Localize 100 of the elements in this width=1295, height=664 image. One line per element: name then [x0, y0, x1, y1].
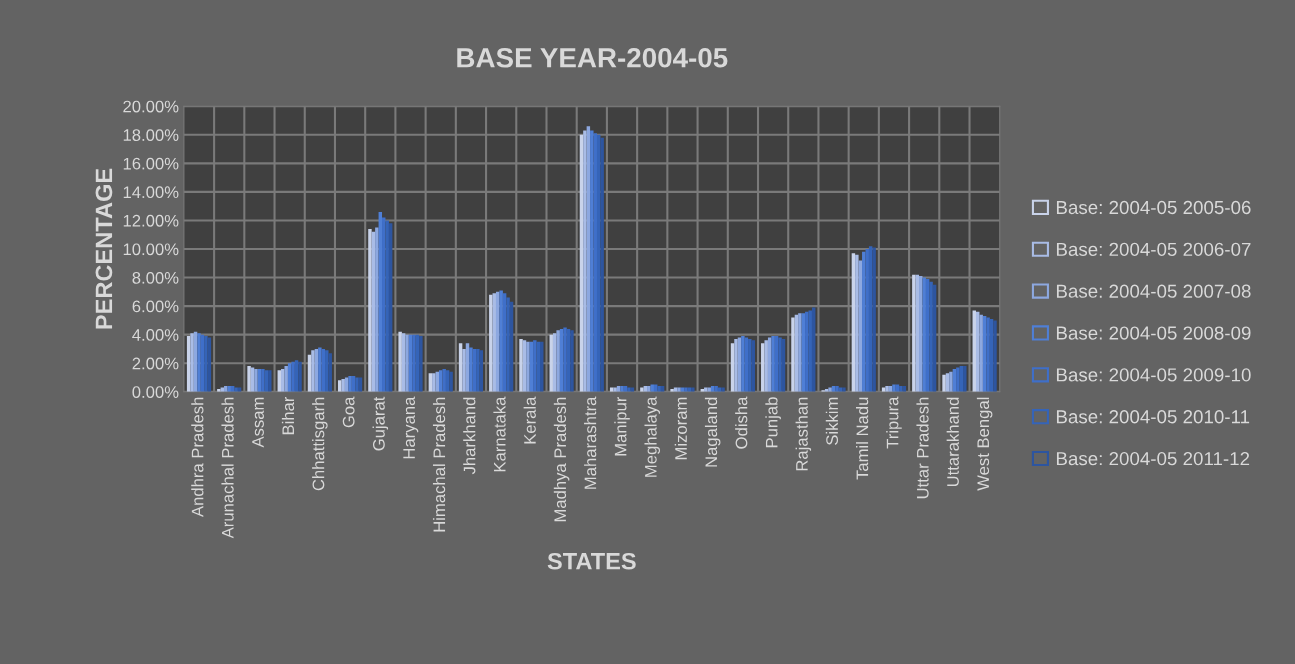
bar: [298, 361, 302, 392]
bar: [741, 336, 745, 392]
x-tick-label: Uttar Pradesh: [916, 397, 929, 499]
x-tick-label: Tripura: [886, 396, 902, 449]
bar: [929, 281, 933, 392]
x-tick-label: Sikkim: [825, 397, 839, 445]
bar: [721, 387, 725, 392]
x-tick-label: Kerala: [523, 396, 536, 444]
bar: [791, 317, 795, 392]
bar: [570, 330, 574, 392]
legend-label: Base: 2004-05 2008-09: [1056, 326, 1251, 340]
bar: [899, 386, 903, 392]
x-tick-label: Himachal Pradesh: [432, 397, 446, 532]
bar: [375, 227, 379, 392]
bar: [556, 330, 560, 392]
bar: [348, 376, 352, 392]
bar: [778, 337, 782, 392]
bar: [620, 386, 624, 392]
bar: [942, 374, 946, 392]
bar: [798, 313, 802, 392]
bar: [318, 347, 322, 392]
y-tick-label: 0.00%: [132, 386, 179, 398]
bar: [872, 247, 876, 392]
x-tick-label: Nagaland: [704, 397, 721, 467]
x-tick-label: West Bengal: [976, 397, 993, 491]
x-tick-label: Arunachal Pradesh: [221, 397, 234, 539]
legend-label: Base: 2004-05 2005-06: [1056, 200, 1251, 215]
bar: [963, 366, 967, 392]
bar: [855, 254, 859, 392]
bar: [657, 386, 661, 392]
legend-label: Base: 2004-05 2010-11: [1056, 410, 1250, 424]
x-tick-label: Odisha: [735, 396, 748, 449]
bar: [462, 348, 466, 392]
bar: [398, 331, 402, 392]
bar: [892, 384, 896, 392]
x-tick-label: Assam: [252, 397, 264, 448]
x-tick-label: Goa: [342, 396, 355, 428]
x-tick-label: Madhya Pradesh: [553, 397, 570, 522]
bar: [254, 368, 258, 392]
x-tick-label: Tamil Nadu: [856, 397, 869, 480]
bar: [949, 371, 953, 392]
legend-label: Base: 2004-05 2006-07: [1056, 242, 1251, 256]
y-tick-label: 8.00%: [132, 271, 179, 284]
bar: [734, 338, 738, 392]
bar: [190, 333, 194, 392]
x-tick-label: Rajasthan: [795, 397, 812, 471]
x-tick-label: Andhra Pradesh: [191, 397, 204, 518]
bar: [368, 229, 372, 392]
bar: [691, 387, 695, 392]
bar: [771, 336, 775, 392]
x-tick-label: Manipur: [614, 396, 630, 456]
x-tick-label: Punjab: [765, 397, 781, 448]
x-tick-label: Uttarakhand: [946, 397, 959, 487]
y-axis-title: PERCENTAGE: [95, 168, 113, 329]
y-tick-label: 20.00%: [123, 100, 179, 113]
bar: [828, 387, 832, 392]
bar: [842, 387, 846, 392]
y-tick-label: 18.00%: [123, 129, 179, 141]
x-axis-title: STATES: [547, 552, 636, 570]
bar: [640, 387, 644, 392]
bar: [993, 320, 997, 392]
y-tick-label: 2.00%: [132, 357, 179, 370]
bar: [247, 366, 251, 392]
bar: [268, 370, 272, 392]
x-tick-label: Gujarat: [372, 396, 389, 451]
y-tick-label: 12.00%: [123, 214, 179, 227]
y-tick-label: 16.00%: [123, 157, 179, 170]
legend-label: Base: 2004-05 2009-10: [1056, 368, 1251, 382]
bar: [526, 341, 530, 392]
bar: [405, 334, 409, 392]
bar: [476, 348, 480, 392]
legend-label: Base: 2004-05 2007-08: [1056, 284, 1251, 298]
bar: [519, 338, 523, 392]
y-tick-label: 14.00%: [123, 186, 179, 199]
y-tick-label: 10.00%: [123, 243, 179, 256]
x-tick-label: Karnataka: [493, 396, 506, 472]
bar: [613, 387, 617, 392]
x-tick-label: Maharashtra: [584, 396, 597, 489]
bar: [204, 336, 208, 392]
bar: [885, 386, 889, 392]
bar: [469, 347, 473, 392]
bar: [677, 387, 681, 392]
x-tick-label: Mizoram: [674, 397, 687, 460]
bar: [355, 377, 359, 392]
y-tick-label: 4.00%: [132, 329, 179, 341]
chart-title: BASE YEAR-2004-05: [457, 47, 728, 68]
x-tick-label: Meghalaya: [644, 396, 661, 477]
x-tick-label: Jharkhand: [463, 397, 476, 475]
bar: [419, 336, 423, 392]
bar: [197, 333, 201, 392]
bar: [506, 297, 510, 392]
y-tick-label: 6.00%: [132, 300, 179, 313]
x-tick-label: Bihar: [281, 396, 295, 435]
bar: [311, 350, 315, 392]
legend-label: Base: 2004-05 2011-12: [1056, 451, 1250, 466]
bar: [234, 387, 238, 392]
bar: [627, 387, 631, 392]
bar: [449, 371, 453, 392]
bar: [583, 130, 587, 392]
x-tick-label: Chhattisgarh: [312, 397, 328, 491]
